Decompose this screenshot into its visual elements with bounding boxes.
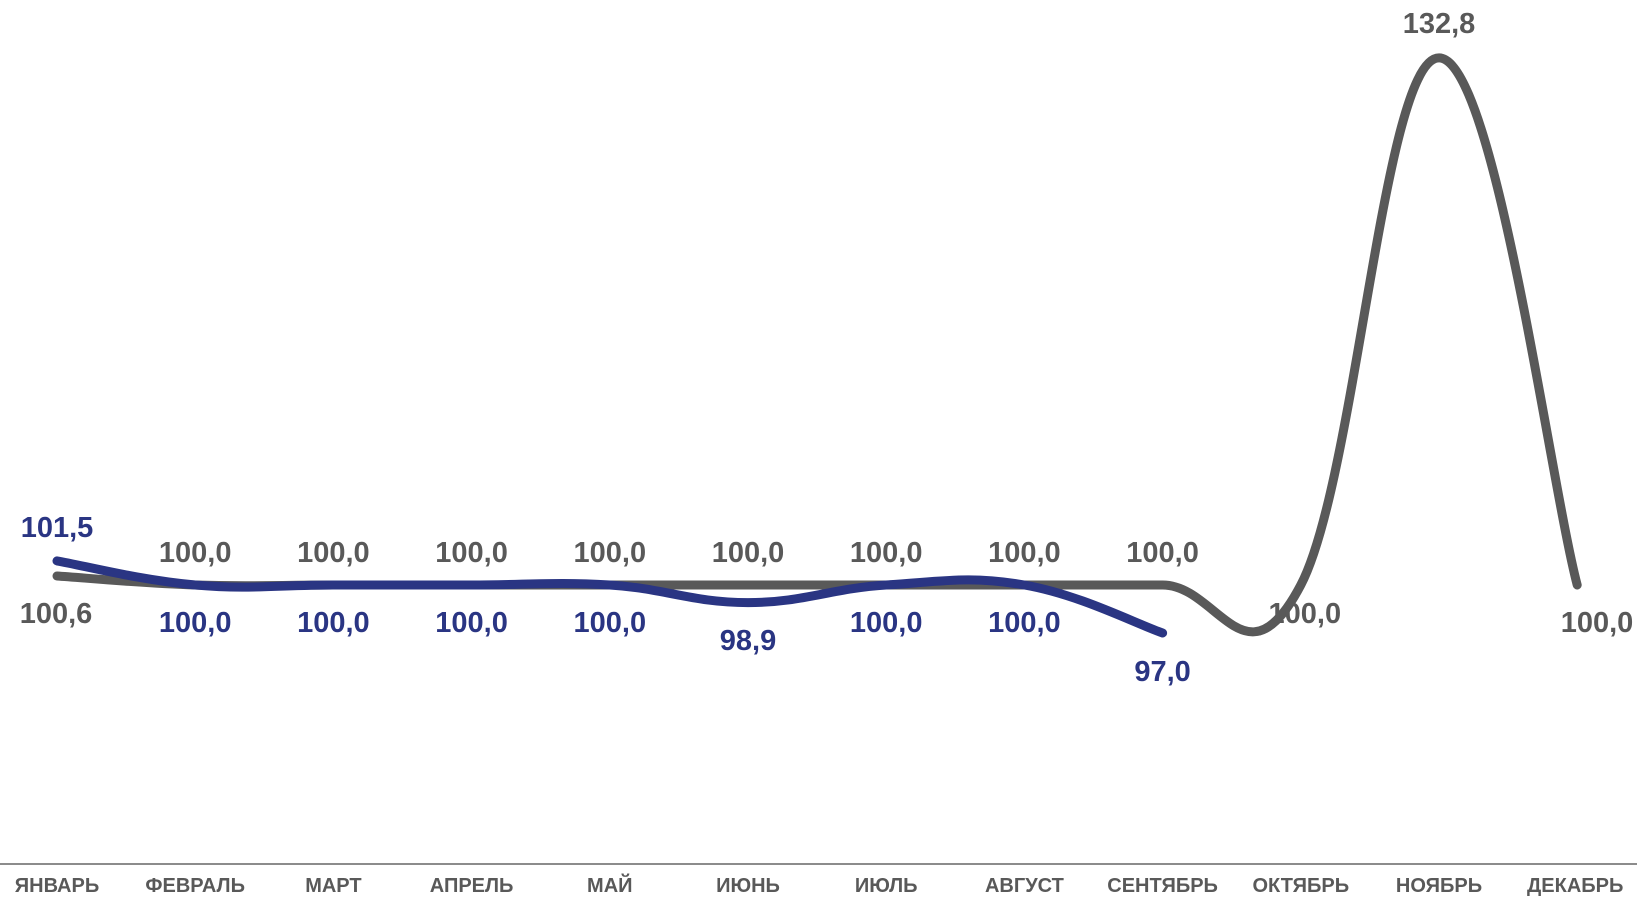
data-label-s1-12: 100,0 (1561, 607, 1634, 639)
data-label-s2-1: 101,5 (21, 512, 94, 544)
data-label-s1-5: 100,0 (574, 537, 647, 569)
data-label-s1-11: 132,8 (1403, 8, 1476, 40)
x-tick-label-11: НОЯБРЬ (1396, 875, 1482, 897)
data-label-s2-6: 98,9 (720, 625, 776, 657)
data-label-s2-9: 97,0 (1134, 656, 1190, 688)
x-tick-label-2: ФЕВРАЛЬ (145, 875, 245, 897)
data-label-s1-2: 100,0 (159, 537, 232, 569)
data-label-s2-4: 100,0 (435, 607, 508, 639)
data-label-s2-5: 100,0 (574, 607, 647, 639)
data-label-s1-6: 100,0 (712, 537, 785, 569)
x-tick-label-9: СЕНТЯБРЬ (1107, 875, 1218, 897)
series-grey (52, 53, 1582, 637)
x-axis-ticks: ЯНВАРЬ ФЕВРАЛЬ МАРТ АПРЕЛЬ МАЙ ИЮНЬ ИЮЛЬ АВГУСТ… (15, 873, 1624, 897)
data-label-s1-7: 100,0 (850, 537, 923, 569)
data-label-s2-2: 100,0 (159, 607, 232, 639)
x-tick-label-3: МАРТ (305, 875, 361, 897)
x-tick-label-10: ОКТЯБРЬ (1252, 875, 1349, 897)
data-label-s1-9: 100,0 (1126, 537, 1199, 569)
data-label-s2-7: 100,0 (850, 607, 923, 639)
x-tick-label-12: ДЕКАБРЬ (1527, 875, 1623, 897)
x-tick-label-8: АВГУСТ (985, 875, 1064, 897)
x-tick-label-6: ИЮНЬ (716, 875, 780, 897)
data-label-s1-4: 100,0 (435, 537, 508, 569)
data-labels: 100,6 100,0 100,0 100,0 100,0 100,0 100,0 100,0… (20, 8, 1634, 688)
data-label-s1-10: 100,0 (1269, 598, 1342, 630)
data-label-s2-8: 100,0 (988, 607, 1061, 639)
x-tick-label-1: ЯНВАРЬ (15, 875, 99, 897)
data-label-s1-1: 100,6 (20, 598, 93, 630)
x-tick-label-7: ИЮЛЬ (855, 875, 918, 897)
data-label-s1-3: 100,0 (297, 537, 370, 569)
series-line-1 (52, 53, 1582, 637)
x-tick-label-4: АПРЕЛЬ (430, 875, 514, 897)
series-blue (52, 556, 1168, 638)
data-label-s1-8: 100,0 (988, 537, 1061, 569)
x-tick-label-5: МАЙ (587, 873, 632, 897)
data-label-s2-3: 100,0 (297, 607, 370, 639)
series-line-2 (52, 556, 1168, 638)
